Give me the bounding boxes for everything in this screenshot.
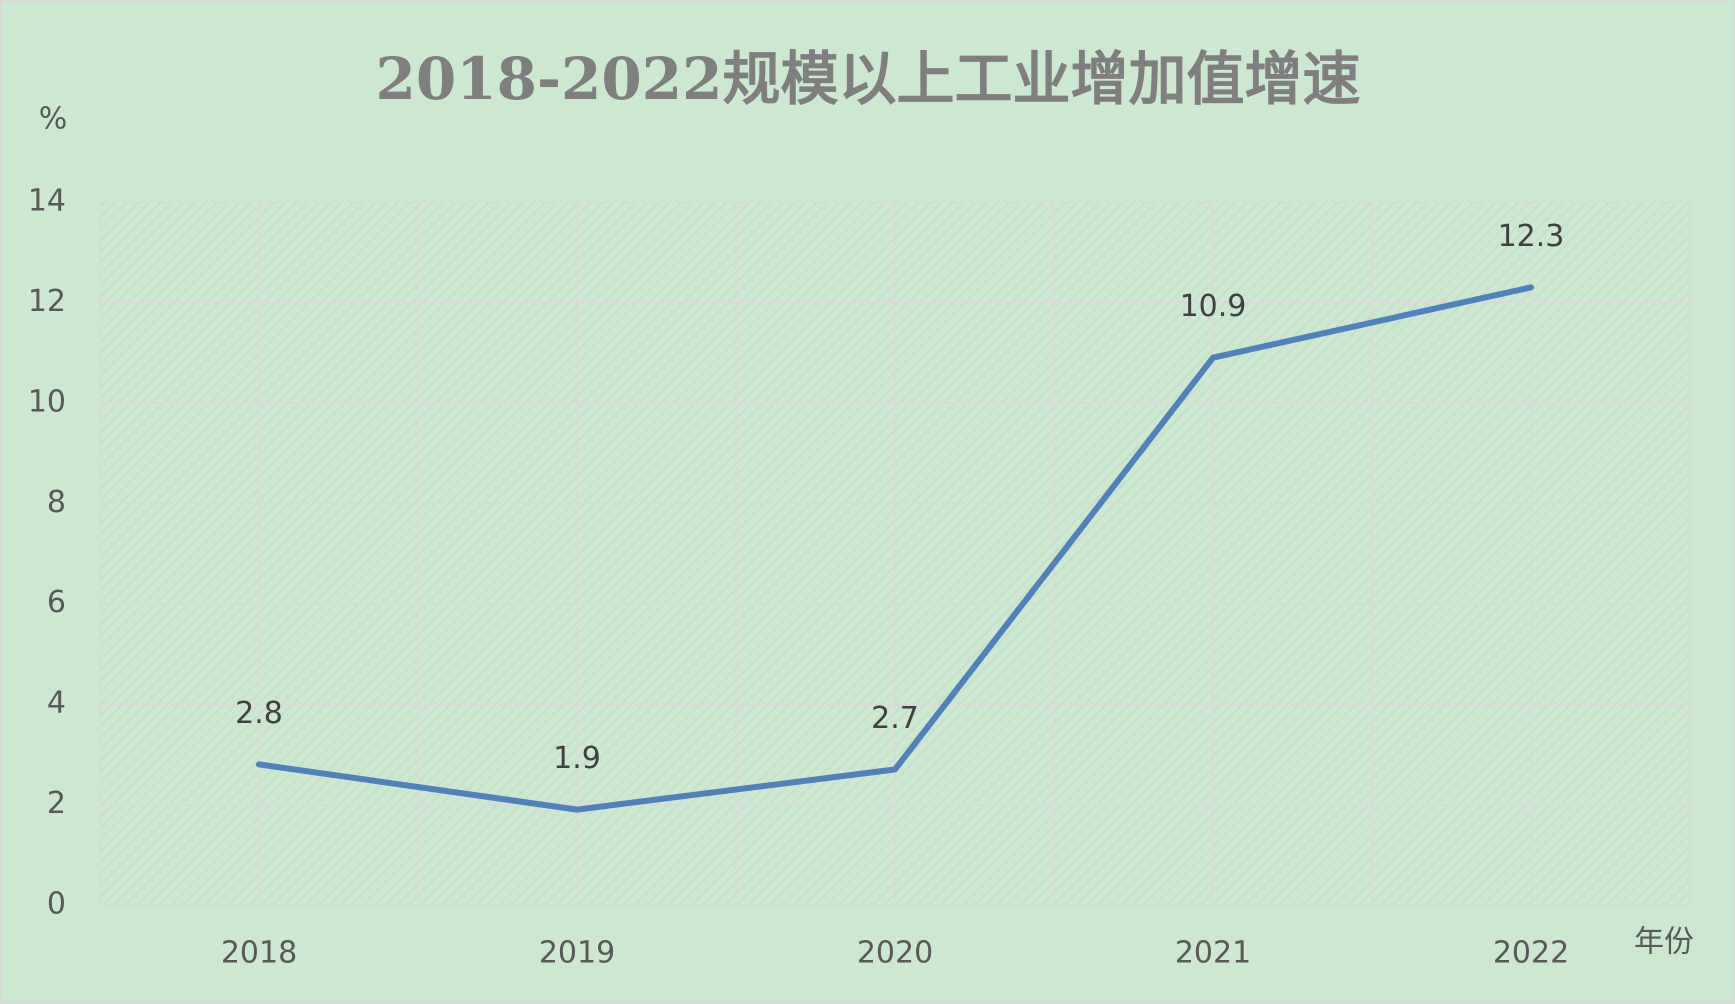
y-tick-label: 10 (28, 384, 66, 419)
y-tick-label: 6 (47, 585, 66, 620)
y-tick-label: 0 (47, 887, 66, 922)
x-axis-label: 年份 (1634, 925, 1694, 960)
data-label: 2.8 (235, 696, 283, 731)
line (256, 284, 1534, 813)
data-label: 12.3 (1498, 219, 1565, 254)
y-tick-label: 14 (28, 184, 66, 219)
data-label: 10.9 (1180, 289, 1247, 324)
chart-title: 2018-2022规模以上工业增加值增速 (376, 45, 1361, 113)
y-tick-label: 8 (47, 485, 66, 520)
y-tick-label: 12 (28, 284, 66, 319)
y-axis-label: % (39, 102, 68, 137)
y-tick-label: 2 (47, 786, 66, 821)
x-tick-label: 2021 (1175, 936, 1251, 971)
data-label: 1.9 (553, 741, 601, 776)
y-tick-label: 4 (47, 686, 66, 721)
x-tick-label: 2019 (539, 936, 615, 971)
x-tick-label: 2020 (857, 936, 933, 971)
x-tick-label: 2022 (1493, 936, 1569, 971)
data-label: 2.7 (871, 701, 919, 736)
x-tick-label: 2018 (221, 936, 297, 971)
